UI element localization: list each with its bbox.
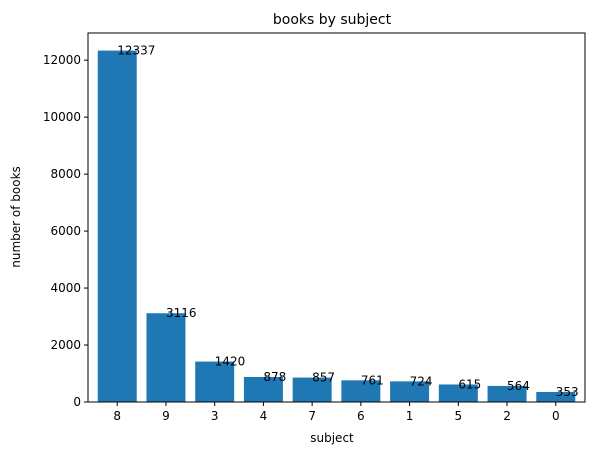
bars-group [97, 50, 576, 402]
y-tick-label: 4000 [50, 281, 81, 295]
bar-7 [292, 377, 332, 402]
x-tick-label: 7 [308, 409, 316, 423]
x-tick-label: 6 [357, 409, 365, 423]
x-axis-label: subject [310, 431, 354, 445]
bar-value-label: 878 [263, 370, 286, 384]
plot-frame [87, 32, 586, 403]
y-tick-label: 2000 [50, 338, 81, 352]
bar-value-label: 615 [458, 377, 481, 391]
y-tick-label: 10000 [43, 110, 81, 124]
bar-value-label: 564 [507, 379, 530, 393]
bar-6 [341, 380, 381, 402]
y-tick-label: 12000 [43, 53, 81, 67]
bar-value-label: 761 [361, 373, 384, 387]
x-tick-label: 9 [162, 409, 170, 423]
x-axis: 8 9 3 4 7 6 1 5 2 0 [113, 402, 560, 423]
x-tick-label: 5 [454, 409, 462, 423]
y-tick-label: 0 [73, 395, 81, 409]
bar-5 [438, 384, 478, 402]
bar-value-label: 1420 [215, 355, 246, 369]
y-tick-label: 6000 [50, 224, 81, 238]
y-axis: 0 2000 4000 6000 8000 10000 12000 [43, 53, 88, 409]
bar-value-label: 3116 [166, 306, 197, 320]
x-tick-label: 1 [406, 409, 414, 423]
bar-labels-group: 12337 3116 1420 878 857 761 724 615 564 353 [117, 44, 578, 399]
y-axis-label: number of books [9, 166, 23, 268]
x-tick-label: 3 [211, 409, 219, 423]
bar-3 [195, 361, 235, 402]
bar-2 [487, 385, 527, 402]
chart-title: books by subject [273, 12, 392, 28]
bar-8 [97, 50, 137, 402]
bar-1 [390, 381, 430, 402]
x-tick-label: 4 [260, 409, 268, 423]
x-tick-label: 2 [503, 409, 511, 423]
bar-9 [146, 313, 186, 402]
bar-value-label: 857 [312, 371, 335, 385]
bar-4 [243, 376, 283, 402]
bar-value-label: 724 [410, 374, 433, 388]
bar-value-label: 353 [556, 385, 579, 399]
y-tick-label: 8000 [50, 167, 81, 181]
x-tick-label: 0 [552, 409, 560, 423]
x-tick-label: 8 [113, 409, 121, 423]
bar-value-label: 12337 [117, 44, 155, 58]
bar-0 [536, 391, 576, 402]
